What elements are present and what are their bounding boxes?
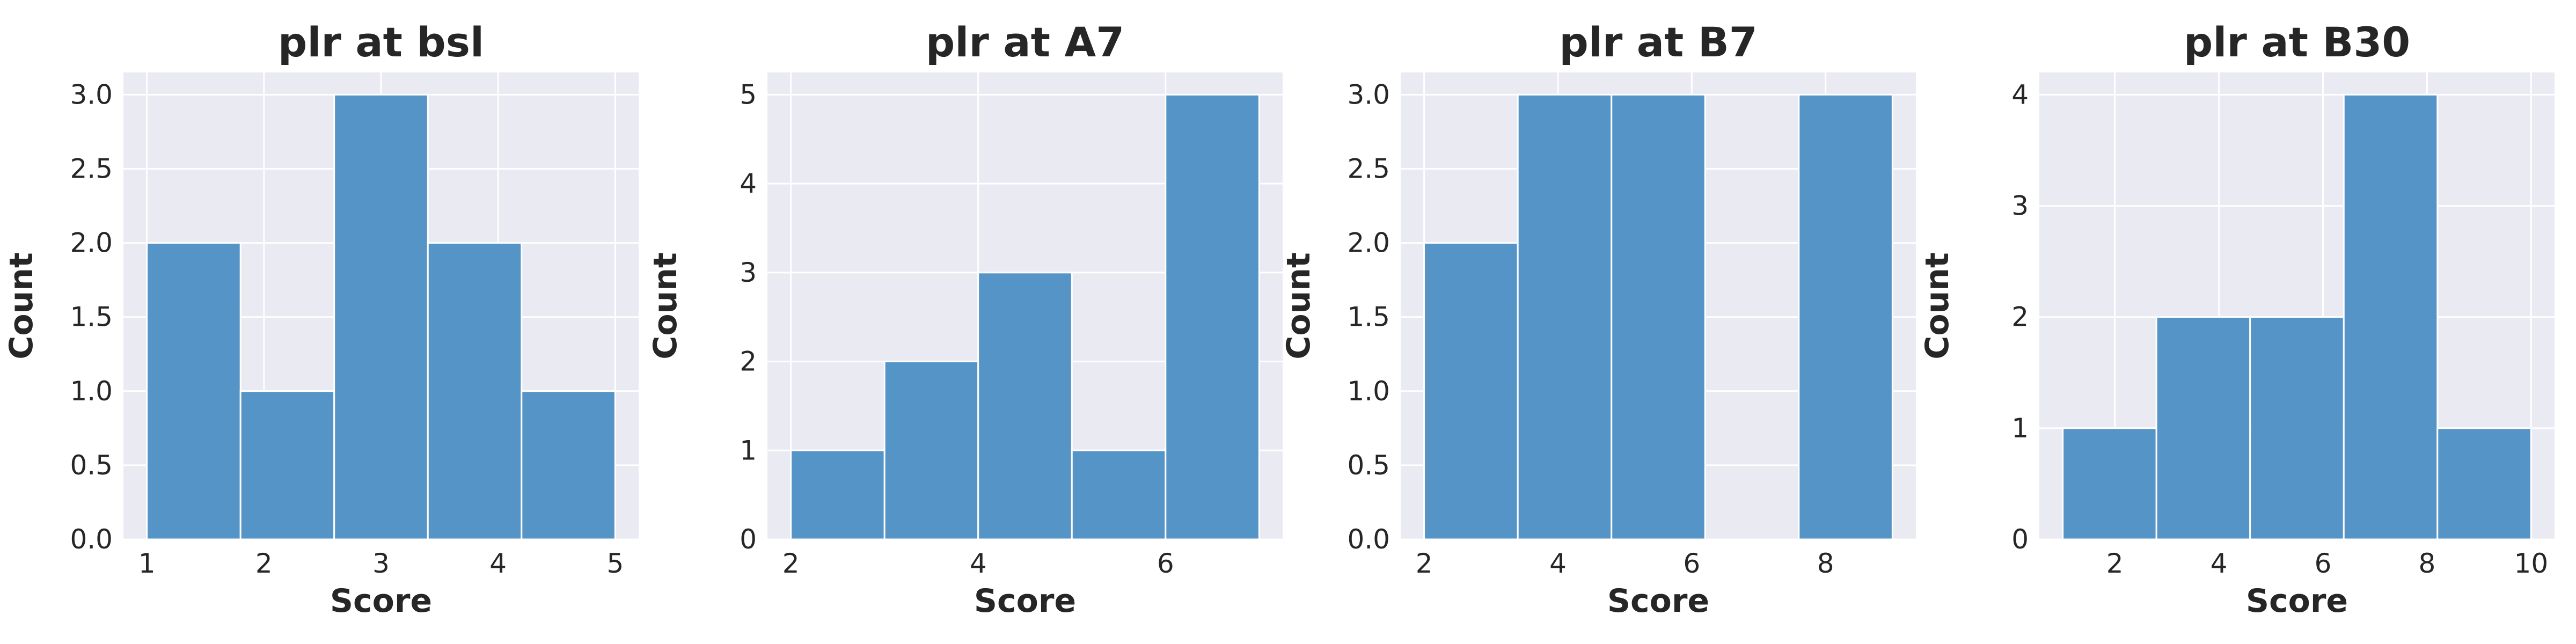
y-tick-label: 3.0	[70, 79, 113, 110]
y-tick-label: 0.0	[1347, 524, 1390, 555]
y-tick-label: 1.5	[70, 302, 113, 333]
y-tick-label: 0.5	[1347, 450, 1390, 481]
x-tick-label: 2	[782, 548, 800, 579]
y-axis-label: Count	[3, 252, 40, 359]
x-tick-label: 2	[255, 548, 273, 579]
x-tick-label: 8	[1817, 548, 1834, 579]
y-tick-label: 1.0	[70, 376, 113, 407]
x-tick-label: 3	[372, 548, 390, 579]
y-tick-label: 0	[740, 524, 757, 555]
histogram-panel-2: 2 4 6 0 1 2 3 4 5 plr at A7 Score Count	[647, 18, 1283, 620]
y-tick-label: 1.0	[1347, 376, 1390, 407]
y-tick-label: 3	[2011, 191, 2029, 222]
y-tick-label: 1	[2011, 413, 2029, 444]
x-axis-label: Score	[974, 582, 1076, 620]
y-tick-label: 2	[740, 346, 757, 377]
panel-title: plr at bsl	[278, 18, 484, 66]
y-tick-label: 2.0	[1347, 228, 1390, 259]
x-tick-label: 2	[1416, 548, 1433, 579]
histogram-bar	[1423, 242, 1519, 540]
x-tick-label: 2	[2106, 548, 2124, 579]
y-tick-label: 4	[2011, 79, 2029, 110]
histogram-bar	[1517, 93, 1613, 540]
histogram-bar	[2062, 427, 2157, 540]
x-tick-label: 10	[2514, 548, 2549, 579]
x-tick-label: 8	[2419, 548, 2436, 579]
histogram-bar	[2343, 93, 2439, 540]
x-tick-label: 5	[606, 548, 624, 579]
x-tick-label: 4	[970, 548, 987, 579]
y-tick-label: 5	[740, 79, 757, 110]
y-tick-label: 2.5	[1347, 153, 1390, 185]
histogram-panel-3: 2 4 6 8 0.0 0.5 1.0 1.5 2.0 2.5 3.0 plr at B7 Score C…	[1280, 18, 1916, 620]
histogram-bar	[1798, 93, 1893, 540]
y-tick-label: 2.5	[70, 153, 113, 185]
x-tick-label: 4	[1549, 548, 1567, 579]
y-tick-label: 2	[2011, 302, 2029, 333]
histogram-bar	[2155, 316, 2251, 540]
histogram-bar	[521, 390, 616, 540]
histogram-panel-1: 1 2 3 4 5 0.0 0.5 1.0 1.5 2.0 2.5 3.0 plr at bsl Scor…	[3, 18, 639, 620]
histogram-bar	[1071, 449, 1167, 540]
x-axis-label: Score	[330, 582, 432, 620]
y-tick-label: 0.0	[70, 524, 113, 555]
y-tick-label: 2.0	[70, 228, 113, 259]
panel-title: plr at B30	[2184, 18, 2410, 66]
y-tick-label: 0.5	[70, 450, 113, 481]
histogram-bar	[1165, 93, 1260, 540]
histogram-bar	[977, 272, 1073, 540]
histogram-bar	[790, 449, 885, 540]
x-tick-label: 6	[2315, 548, 2332, 579]
y-tick-label: 3	[740, 257, 757, 288]
histogram-bar	[2436, 427, 2532, 540]
y-tick-label: 3.0	[1347, 79, 1390, 110]
histogram-bar	[2249, 316, 2345, 540]
y-tick-label: 1	[740, 435, 757, 466]
x-tick-label: 6	[1683, 548, 1700, 579]
x-axis-label: Score	[2246, 582, 2348, 620]
x-tick-label: 4	[2211, 548, 2228, 579]
x-tick-label: 4	[489, 548, 507, 579]
histogram-panel-4: 2 4 6 8 10 0 1 2 3 4 plr at B30 Score Count	[1919, 18, 2555, 620]
x-tick-label: 6	[1157, 548, 1174, 579]
histogram-bar	[427, 242, 523, 540]
y-tick-label: 0	[2011, 524, 2029, 555]
histogram-bar	[333, 93, 429, 540]
y-axis-label: Count	[1280, 252, 1318, 359]
x-axis-label: Score	[1607, 582, 1709, 620]
y-axis-label: Count	[1919, 252, 1956, 359]
histogram-bar	[1611, 93, 1706, 540]
histogram-bar	[239, 390, 335, 540]
y-axis-label: Count	[647, 252, 684, 359]
panel-title: plr at B7	[1559, 18, 1757, 66]
panel-title: plr at A7	[926, 18, 1124, 66]
x-tick-label: 1	[138, 548, 156, 579]
y-tick-label: 1.5	[1347, 302, 1390, 333]
histogram-bar	[883, 361, 979, 540]
histogram-bar	[146, 242, 241, 540]
y-tick-label: 4	[740, 168, 757, 199]
